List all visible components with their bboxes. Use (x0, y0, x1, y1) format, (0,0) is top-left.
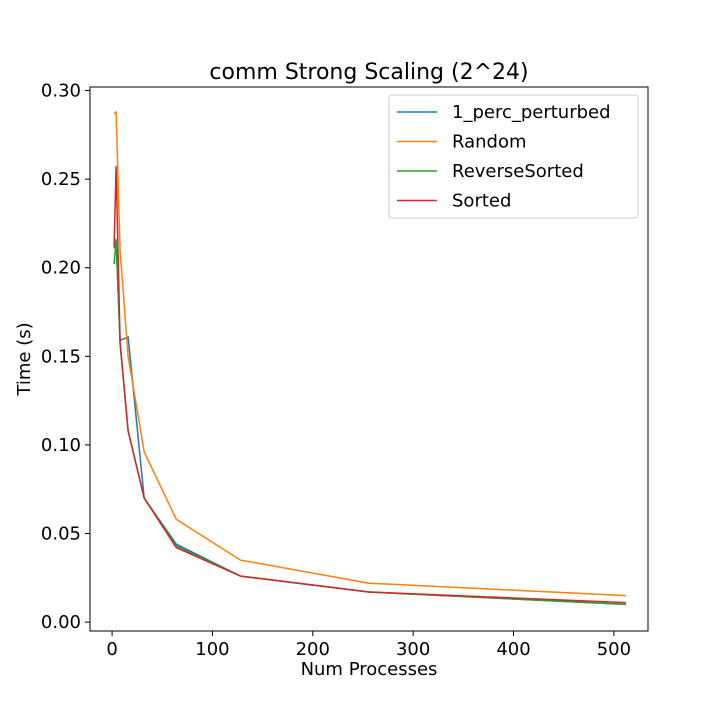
legend-label: Random (452, 132, 527, 153)
x-tick-label: 200 (296, 639, 330, 660)
y-tick-label: 0.05 (41, 524, 81, 545)
y-tick-label: 0.15 (41, 346, 81, 367)
y-tick-label: 0.10 (41, 435, 81, 456)
y-tick-label: 0.25 (41, 169, 81, 190)
series-line-sorted (113, 165, 626, 604)
x-tick-label: 0 (106, 639, 117, 660)
legend-label: Sorted (452, 191, 511, 212)
legend-label: ReverseSorted (452, 161, 584, 182)
y-axis: 0.00 0.05 0.10 0.15 0.20 0.25 0.30 (41, 81, 90, 633)
x-tick-label: 400 (496, 639, 530, 660)
y-tick-label: 0.00 (41, 612, 81, 633)
chart-title: comm Strong Scaling (2^24) (209, 60, 528, 85)
y-axis-label: Time (s) (14, 322, 35, 396)
y-tick-label: 0.30 (41, 81, 81, 102)
x-tick-label: 100 (195, 639, 229, 660)
series-line-1-perc-perturbed (113, 240, 626, 606)
legend: 1_perc_perturbed Random ReverseSorted Sorte… (388, 94, 639, 219)
x-tick-label: 500 (597, 639, 631, 660)
y-tick-label: 0.20 (41, 258, 81, 279)
x-tick-label: 300 (396, 639, 430, 660)
series-line-random (113, 111, 626, 597)
legend-label: 1_perc_perturbed (452, 102, 611, 123)
series-layer (113, 111, 626, 606)
x-axis-label: Num Processes (301, 659, 438, 680)
x-axis: 0 100 200 300 400 500 (106, 631, 631, 660)
legend-box (388, 94, 639, 219)
series-line-reversesorted (113, 238, 626, 606)
plot-frame (89, 86, 649, 632)
